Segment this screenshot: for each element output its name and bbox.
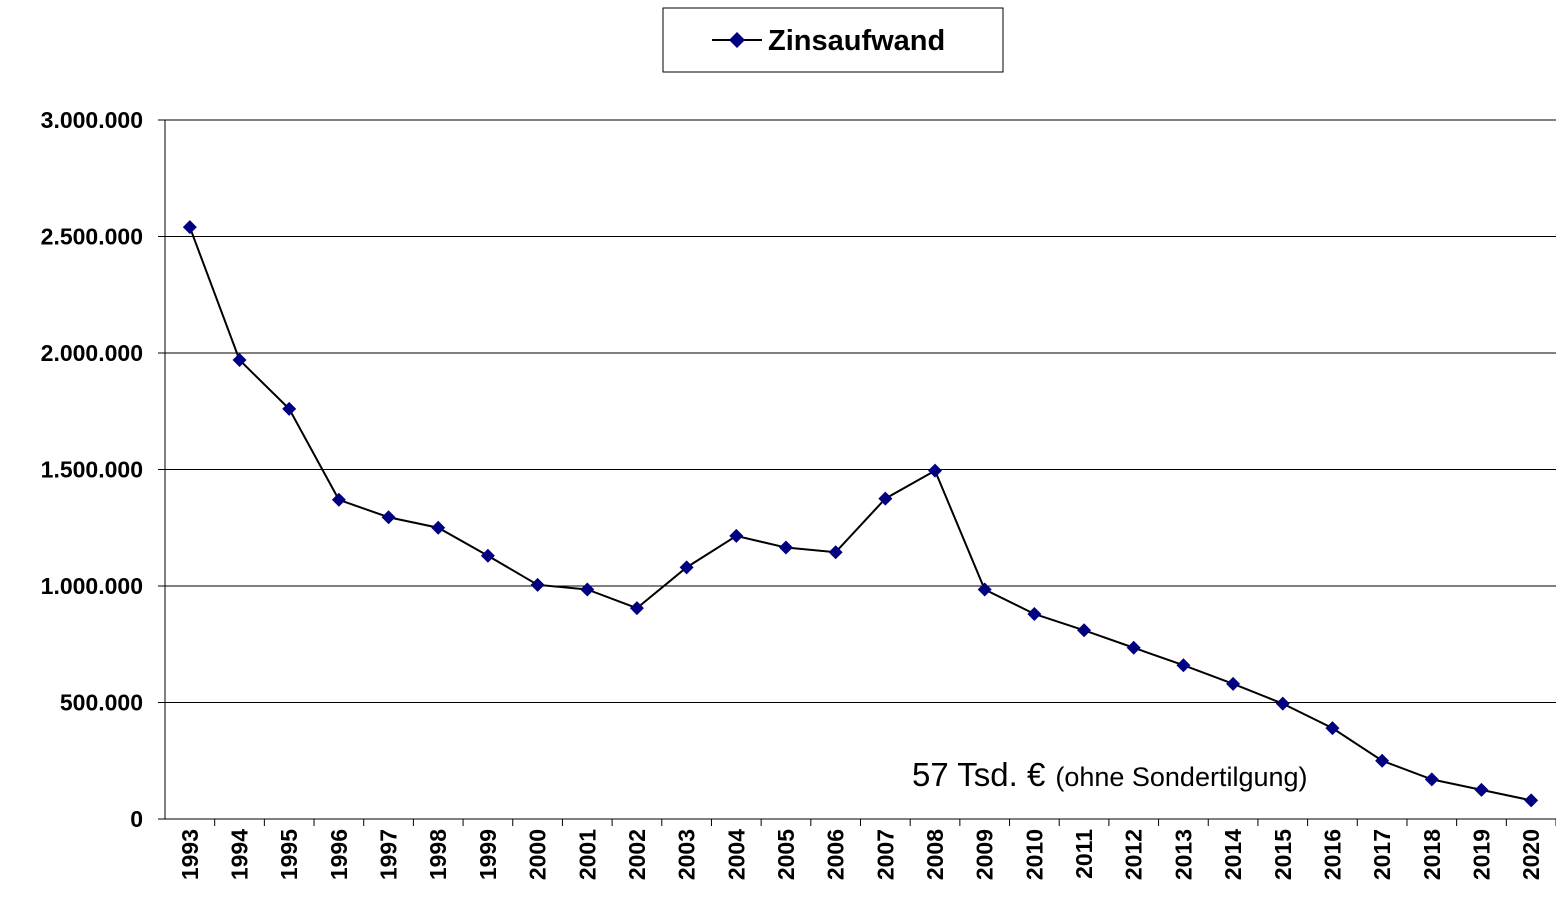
x-tick-label: 1995 (276, 829, 302, 880)
legend-marker (729, 32, 745, 48)
x-tick-label: 2009 (972, 829, 998, 880)
x-tick-label: 2006 (823, 829, 849, 880)
y-tick-label: 3.000.000 (41, 107, 143, 133)
x-tick-label: 1994 (227, 829, 253, 880)
y-tick-label: 2.500.000 (41, 224, 143, 250)
x-tick-label: 2013 (1170, 829, 1196, 880)
x-tick-label: 2017 (1369, 829, 1395, 880)
x-tick-label: 1998 (425, 829, 451, 880)
x-tick-label: 2019 (1468, 829, 1494, 880)
marker (1524, 793, 1539, 808)
x-tick-label: 2005 (773, 829, 799, 880)
x-tick-label: 2012 (1121, 829, 1147, 880)
marker (232, 352, 247, 367)
marker (331, 492, 346, 507)
marker (1325, 721, 1340, 736)
y-tick-label: 2.000.000 (41, 340, 143, 366)
marker (182, 220, 197, 235)
marker (878, 491, 893, 506)
marker (1275, 696, 1290, 711)
x-tick-label: 2003 (674, 829, 700, 880)
legend: Zinsaufwand (662, 7, 1004, 73)
marker (381, 510, 396, 525)
x-tick-label: 2002 (624, 829, 650, 880)
marker (1474, 782, 1489, 797)
x-tick-label: 1997 (376, 829, 402, 880)
x-tick-label: 1999 (475, 829, 501, 880)
x-tick-label: 2020 (1518, 829, 1544, 880)
marker (1424, 772, 1439, 787)
marker (480, 548, 495, 563)
marker (977, 582, 992, 597)
x-tick-label: 2004 (723, 829, 749, 880)
legend-label: Zinsaufwand (768, 25, 945, 57)
y-tick-label: 0 (130, 806, 143, 832)
marker (1176, 658, 1191, 673)
y-tick-label: 1.000.000 (41, 573, 143, 599)
x-tick-label: 2008 (922, 829, 948, 880)
marker (282, 401, 297, 416)
marker (729, 528, 744, 543)
y-tick-label: 500.000 (60, 690, 143, 716)
marker (828, 545, 843, 560)
x-tick-label: 2015 (1270, 829, 1296, 880)
marker (679, 560, 694, 575)
marker (1077, 623, 1092, 638)
x-tick-label: 1993 (177, 829, 203, 880)
marker (928, 463, 943, 478)
x-tick-label: 2011 (1071, 829, 1097, 879)
marker (629, 601, 644, 616)
x-tick-label: 2016 (1319, 829, 1345, 880)
x-tick-label: 2007 (872, 829, 898, 880)
marker (1126, 640, 1141, 655)
x-tick-label: 2001 (574, 829, 600, 880)
x-tick-label: 2000 (525, 829, 551, 880)
marker (1027, 606, 1042, 621)
marker (580, 582, 595, 597)
marker (431, 520, 446, 535)
marker (1375, 753, 1390, 768)
x-tick-label: 2010 (1021, 829, 1047, 880)
marker (530, 577, 545, 592)
annotation: 57 Tsd. € (ohne Sondertilgung) (912, 756, 1308, 793)
y-tick-label: 1.500.000 (41, 457, 143, 483)
marker (1226, 676, 1241, 691)
annotation-main: 57 Tsd. € (912, 756, 1045, 793)
x-tick-label: 1996 (326, 829, 352, 880)
marker (778, 540, 793, 555)
x-tick-label: 2014 (1220, 829, 1246, 880)
annotation-note: (ohne Sondertilgung) (1055, 762, 1307, 792)
x-tick-label: 2018 (1419, 829, 1445, 880)
line (188, 226, 1532, 802)
